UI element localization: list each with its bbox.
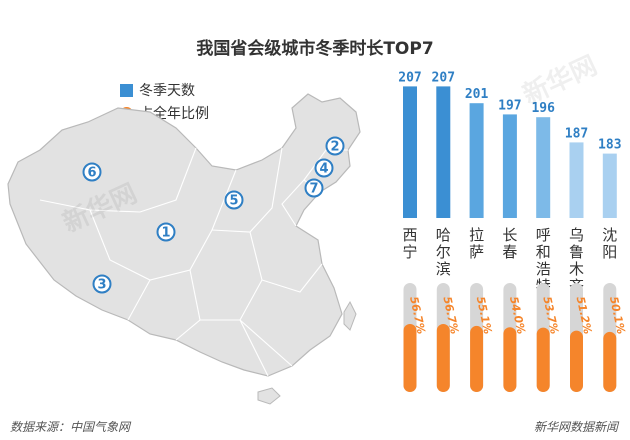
chart-title: 我国省会级城市冬季时长TOP7: [196, 39, 434, 59]
map-marker-circle: [304, 178, 324, 198]
days-value-label: 207: [432, 70, 455, 85]
category-label: 春: [502, 243, 517, 261]
source-note: 数据来源：中国气象网: [10, 420, 131, 434]
category-label: 尔: [436, 243, 451, 261]
days-value-label: 187: [565, 126, 588, 141]
map-marker-circle: [156, 222, 176, 242]
category-label: 和: [536, 243, 551, 261]
ratio-fill: [570, 330, 583, 392]
days-bar: [403, 86, 417, 219]
ratio-fill: [536, 327, 550, 392]
legend-days-swatch: [120, 83, 133, 97]
map-marker-circle: [325, 136, 345, 156]
category-label: 哈: [436, 226, 451, 244]
map-marker-circle: [92, 274, 112, 294]
china-map: 1 2 3 4 5 6 7: [7, 93, 361, 405]
category-label: 呼: [536, 226, 551, 244]
map-markers: 1 2 3 4 5 6 7: [82, 136, 345, 294]
days-value-label: 196: [531, 101, 555, 116]
brand-note: 新华网数据新闻: [533, 420, 618, 434]
map-marker-circle: [224, 190, 244, 210]
map-marker-label: 7: [309, 182, 318, 197]
category-label: 鲁: [569, 243, 584, 261]
category-label: 滨: [436, 260, 451, 278]
days-value-label: 183: [598, 138, 621, 153]
map-marker-label: 4: [319, 162, 328, 177]
legend-days-label: 冬季天数: [139, 83, 195, 99]
days-bar: [569, 142, 584, 218]
days-value-label: 197: [498, 98, 521, 113]
province-borders: [39, 147, 348, 377]
ratio-fill: [603, 331, 617, 392]
legend-days: 冬季天数: [120, 80, 195, 100]
bar-group: 207西宁56.7%207哈尔滨56.7%201拉萨55.1%197长春54.0…: [398, 70, 628, 392]
map-marker-label: 5: [229, 194, 238, 209]
days-bar: [502, 114, 517, 218]
days-value-label: 207: [398, 70, 421, 85]
category-label: 拉: [469, 226, 484, 244]
map-marker-label: 1: [161, 226, 170, 241]
ratio-fill: [403, 324, 417, 392]
map-marker-label: 2: [330, 140, 339, 155]
category-label: 乌: [569, 226, 584, 244]
category-label: 宁: [402, 243, 417, 261]
category-label: 长: [502, 226, 517, 244]
days-value-label: 201: [465, 87, 489, 102]
days-bar: [469, 103, 484, 218]
map-marker-circle: [314, 158, 334, 178]
map-marker-label: 6: [87, 166, 96, 181]
days-bar: [602, 153, 617, 218]
map-marker-circle: [82, 162, 102, 182]
ratio-fill: [470, 325, 484, 392]
ratio-fill: [436, 324, 450, 392]
category-label: 浩: [536, 260, 551, 278]
hainan-island: [257, 387, 281, 405]
category-label: 萨: [469, 243, 484, 261]
days-bar: [436, 86, 451, 219]
category-label: 西: [402, 226, 417, 244]
category-label: 木: [569, 260, 584, 278]
category-label: 阳: [602, 243, 617, 261]
days-bar: [536, 117, 551, 218]
map-marker-label: 3: [97, 278, 106, 293]
category-label: 沈: [602, 226, 617, 244]
ratio-fill: [503, 327, 517, 392]
taiwan-island: [343, 300, 357, 331]
